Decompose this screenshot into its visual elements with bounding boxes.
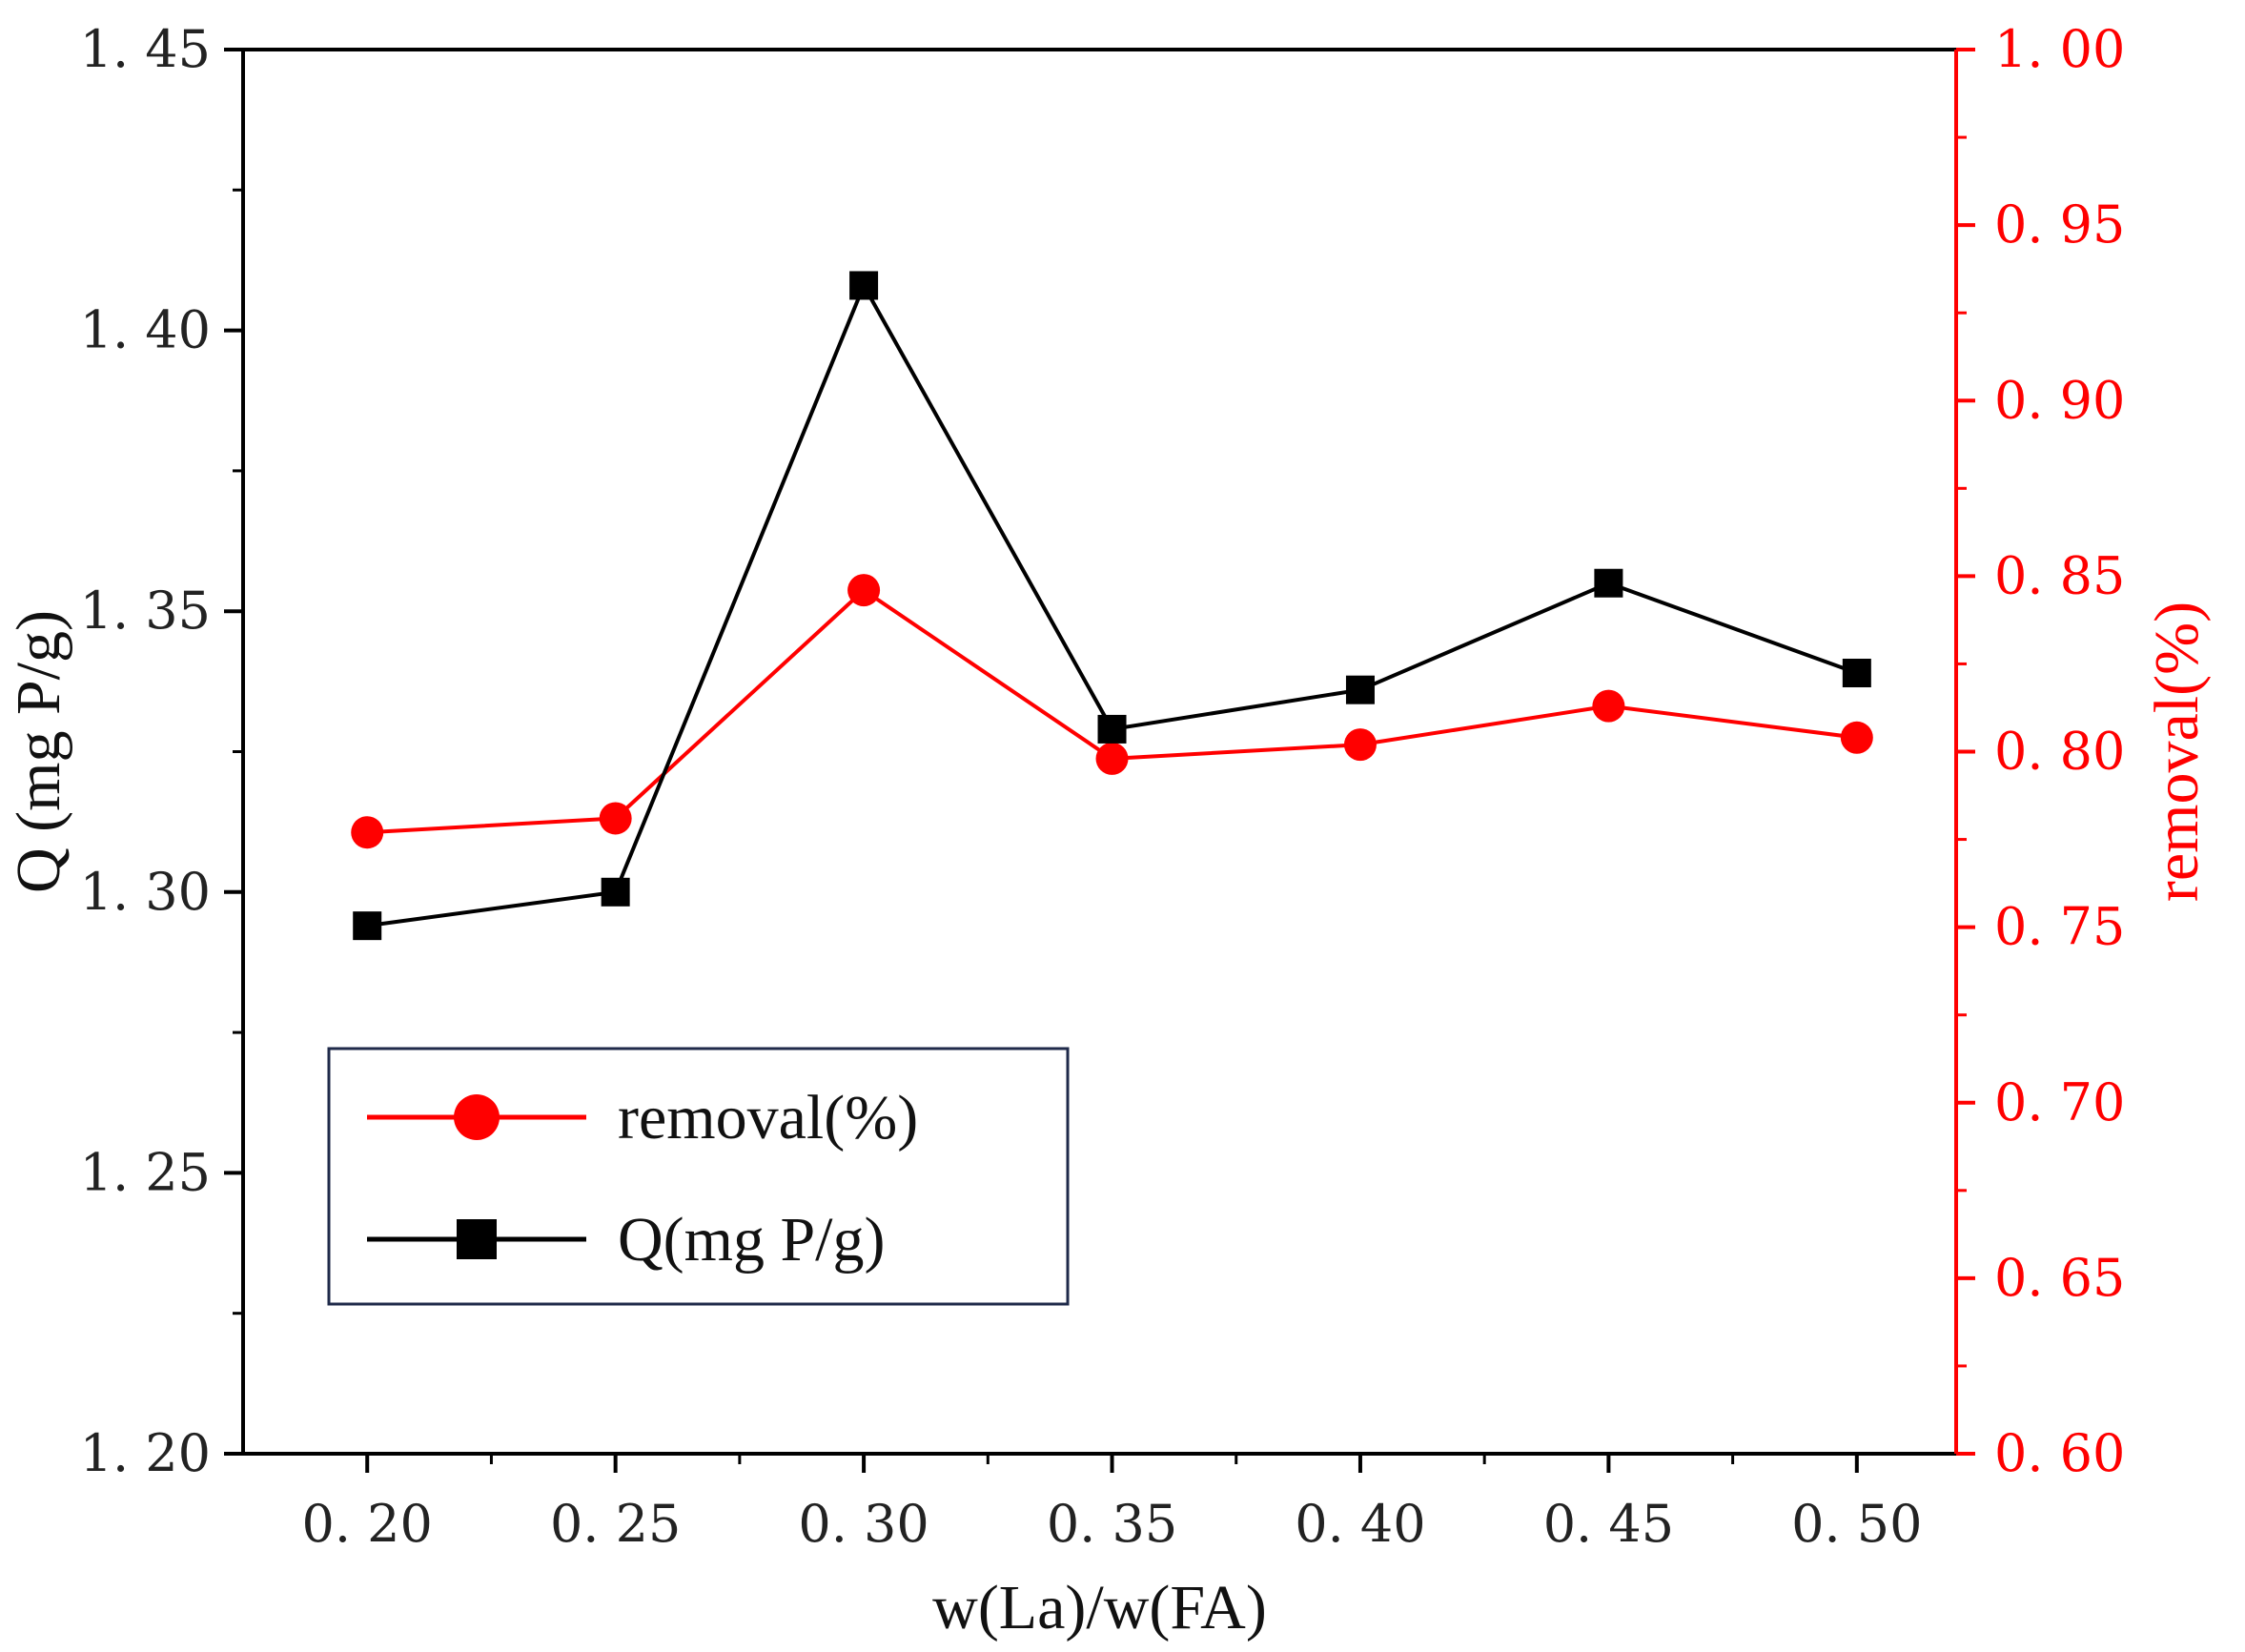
q-point-0 [353, 911, 382, 941]
y-left-axis-title: Q (mg P/g) [4, 610, 73, 893]
legend-marker-circle [454, 1094, 500, 1140]
y-right-tick-label-1: 0. 65 [1994, 1248, 2125, 1308]
removal-point-5 [1592, 689, 1625, 723]
y-left-tick-label-5: 1. 45 [80, 19, 211, 79]
x-tick-label-3: 0. 35 [1047, 1494, 1177, 1554]
y-right-tick-label-5: 0. 85 [1994, 545, 2125, 605]
legend-marker-square [457, 1219, 497, 1259]
removal-point-6 [1840, 721, 1873, 754]
y-left-tick-label-3: 1. 35 [80, 581, 211, 641]
y-left-tick-label-1: 1. 25 [80, 1142, 211, 1202]
x-tick-label-4: 0. 40 [1295, 1494, 1425, 1554]
series-layer [351, 271, 1873, 941]
y-right-tick-label-8: 1. 00 [1994, 19, 2125, 79]
y-right-tick-label-7: 0. 95 [1994, 194, 2125, 255]
axes-layer: 0. 20 0. 25 0. 30 0. 35 0. 40 0. 45 0. 50 1. 20… [4, 19, 2212, 1642]
y-left-tick-label-2: 1. 30 [80, 862, 211, 922]
removal-point-1 [599, 802, 632, 835]
x-tick-label-2: 0. 30 [798, 1494, 929, 1554]
y-right-tick-label-0: 0. 60 [1994, 1423, 2125, 1483]
q-point-2 [849, 271, 879, 300]
q-point-6 [1842, 659, 1871, 688]
y-right-tick-label-3: 0. 75 [1994, 897, 2125, 957]
y-right-axis-title: removal(%) [2142, 602, 2212, 902]
y-right-tick-label-6: 0. 90 [1994, 370, 2125, 430]
legend-label-1: Q(mg P/g) [618, 1205, 886, 1275]
q-point-4 [1345, 675, 1375, 704]
y-right-tick-label-4: 0. 80 [1994, 722, 2125, 782]
removal-point-2 [847, 574, 881, 607]
x-axis-title: w(La)/w(FA) [932, 1573, 1267, 1642]
x-tick-label-5: 0. 45 [1543, 1494, 1674, 1554]
x-tick-label-1: 0. 25 [550, 1494, 681, 1554]
y-left-tick-label-0: 1. 20 [80, 1423, 211, 1483]
x-tick-label-6: 0. 50 [1791, 1494, 1922, 1554]
q-point-1 [601, 877, 630, 907]
q-point-5 [1594, 568, 1623, 598]
x-tick-label-0: 0. 20 [302, 1494, 433, 1554]
legend-label-0: removal(%) [618, 1083, 918, 1152]
removal-point-3 [1095, 742, 1129, 775]
y-left-tick-label-4: 1. 40 [80, 300, 211, 360]
y-right-tick-label-2: 0. 70 [1994, 1072, 2125, 1132]
removal-point-0 [351, 816, 384, 849]
q-point-3 [1097, 714, 1127, 744]
legend-box [327, 1047, 1070, 1306]
removal-point-4 [1343, 728, 1377, 762]
legend: removal(%) Q(mg P/g) [327, 1047, 1070, 1306]
